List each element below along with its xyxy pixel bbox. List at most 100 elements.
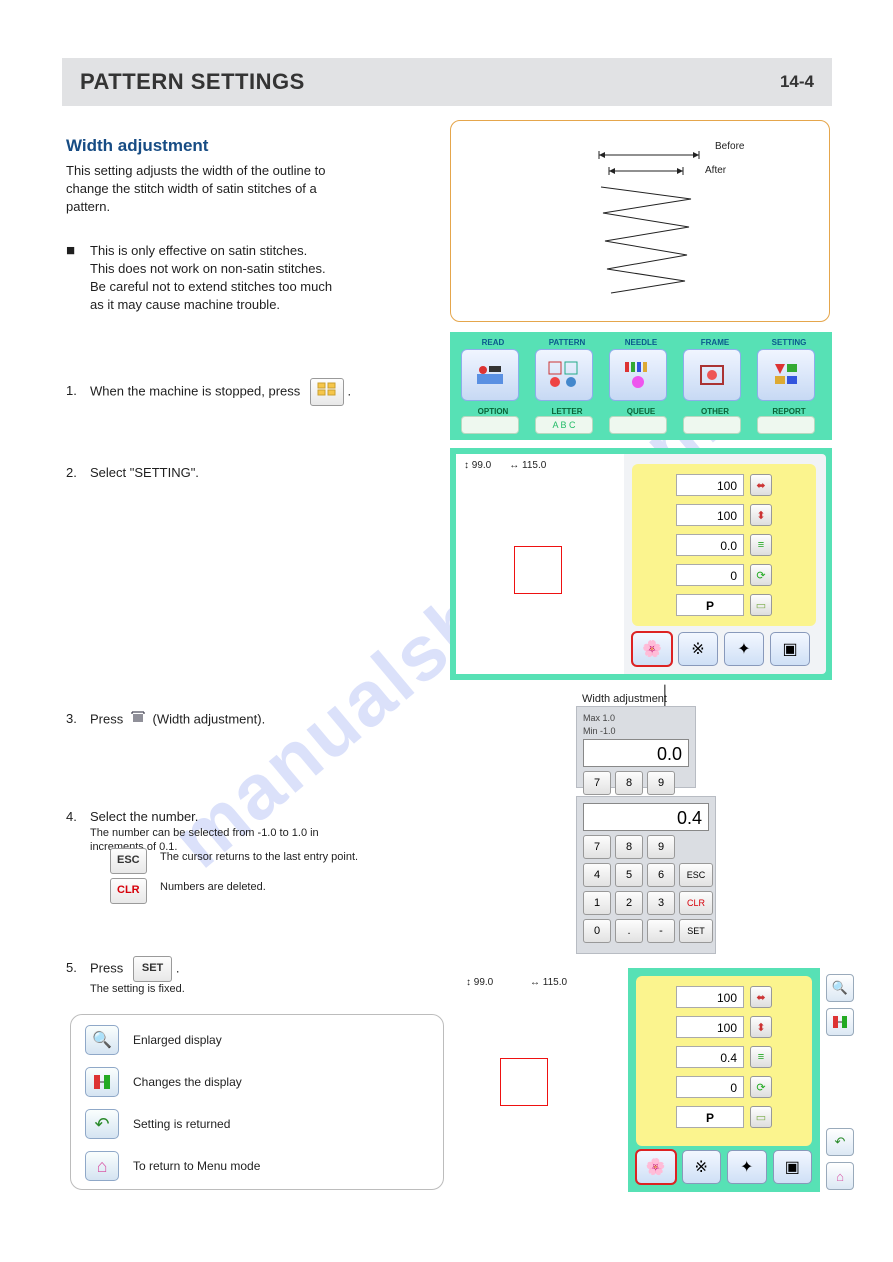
kp-key-0[interactable]: 0 <box>583 919 611 943</box>
step-text: Select "SETTING". <box>90 465 199 480</box>
menu-label: QUEUE <box>609 407 673 416</box>
settings-panel-2: 100⬌ 100⬍ 0.4≡ 0⟳ P▭ 🌸 ※ ✦ ▣ <box>628 968 820 1192</box>
tool-offset[interactable]: ✦ <box>724 632 764 666</box>
kp-key-7[interactable]: 7 <box>583 835 611 859</box>
width-field[interactable]: 0.0 <box>676 534 744 556</box>
kp-key-8[interactable]: 8 <box>615 835 643 859</box>
step-3: 3.Press (Width adjustment). <box>66 710 265 730</box>
tool-frame[interactable]: ▣ <box>773 1150 813 1184</box>
legend-text: Enlarged display <box>133 1033 222 1047</box>
tool-frame[interactable]: ▣ <box>770 632 810 666</box>
menu-label: REPORT <box>757 407 821 416</box>
display-switch-button[interactable] <box>85 1067 119 1097</box>
queue-icon[interactable] <box>609 416 667 434</box>
zoom-button[interactable]: 🔍 <box>826 974 854 1002</box>
mirror-field[interactable]: P <box>676 594 744 616</box>
diagram-label-before: Before <box>715 141 744 152</box>
kp-key-6[interactable]: 6 <box>647 863 675 887</box>
angle-field[interactable]: 0 <box>676 1076 744 1098</box>
angle-icon: ⟳ <box>750 564 772 586</box>
kp-clr[interactable]: CLR <box>679 891 713 915</box>
set-button[interactable]: SET <box>133 956 172 982</box>
zoom-button[interactable]: 🔍 <box>85 1025 119 1055</box>
note-line: This is only effective on satin stitches… <box>90 242 307 261</box>
kp-key-3[interactable]: 3 <box>647 891 675 915</box>
kp-key-5[interactable]: 5 <box>615 863 643 887</box>
intro-line: This setting adjusts the width of the ou… <box>66 162 325 181</box>
kp-key[interactable]: 9 <box>647 771 675 795</box>
mirror-field[interactable]: P <box>676 1106 744 1128</box>
menu-label: OTHER <box>683 407 747 416</box>
kp-esc[interactable]: ESC <box>679 863 713 887</box>
tool-offset[interactable]: ✦ <box>727 1150 767 1184</box>
step-5: 5.Press SET . <box>66 956 180 982</box>
needle-icon[interactable] <box>609 349 667 401</box>
mirror-icon: ▭ <box>750 1106 772 1128</box>
read-icon[interactable] <box>461 349 519 401</box>
legend-box: 🔍 Enlarged display Changes the display ↶… <box>70 1014 444 1190</box>
frame-icon[interactable] <box>683 349 741 401</box>
height-readout: ↕ 99.0 <box>466 976 493 991</box>
clr-button[interactable]: CLR <box>110 878 147 904</box>
home-button[interactable]: ⌂ <box>85 1151 119 1181</box>
scale-x-field[interactable]: 100 <box>676 474 744 496</box>
preview-area: ↕ 99.0 ↔ 115.0 <box>456 454 624 674</box>
legend-text: To return to Menu mode <box>133 1159 260 1173</box>
scale-y-icon: ⬍ <box>750 1016 772 1038</box>
step-text: Select the number. <box>90 809 198 824</box>
tool-scaling[interactable]: 🌸 <box>636 1150 676 1184</box>
width-readout: ↔ 115.0 <box>530 976 567 991</box>
home-button[interactable]: ⌂ <box>826 1162 854 1190</box>
return-button[interactable]: ↶ <box>826 1128 854 1156</box>
menu-label: LETTER <box>535 407 599 416</box>
kp-min: Min -1.0 <box>583 726 689 737</box>
esc-desc: The cursor returns to the last entry poi… <box>160 850 358 866</box>
kp-key-minus[interactable]: - <box>647 919 675 943</box>
kp-key-9[interactable]: 9 <box>647 835 675 859</box>
scale-x-icon: ⬌ <box>750 986 772 1008</box>
kp-key-4[interactable]: 4 <box>583 863 611 887</box>
kp-key-1[interactable]: 1 <box>583 891 611 915</box>
kp-key[interactable]: 8 <box>615 771 643 795</box>
esc-button[interactable]: ESC <box>110 848 147 874</box>
kp-max: Max 1.0 <box>583 713 689 724</box>
angle-field[interactable]: 0 <box>676 564 744 586</box>
option-icon[interactable] <box>461 416 519 434</box>
note-line: This does not work on non-satin stitches… <box>90 260 326 279</box>
report-icon[interactable] <box>757 416 815 434</box>
tool-repeat[interactable]: ※ <box>678 632 718 666</box>
kp-set[interactable]: SET <box>679 919 713 943</box>
mirror-icon: ▭ <box>750 594 772 616</box>
scale-y-icon: ⬍ <box>750 504 772 526</box>
other-icon[interactable] <box>683 416 741 434</box>
scale-x-icon: ⬌ <box>750 474 772 496</box>
settings-panel-1: ↕ 99.0 ↔ 115.0 100⬌ 100⬍ 0.0≡ 0⟳ P▭ 🌸 ※ … <box>450 448 832 680</box>
diagram-box: Before After <box>450 120 830 322</box>
scale-x-field[interactable]: 100 <box>676 986 744 1008</box>
kp-key-2[interactable]: 2 <box>615 891 643 915</box>
tool-repeat[interactable]: ※ <box>682 1150 722 1184</box>
kp-display: 0.0 <box>583 739 689 767</box>
setting-icon[interactable] <box>757 349 815 401</box>
menu-label: READ <box>461 338 525 347</box>
kp-key[interactable]: 7 <box>583 771 611 795</box>
diagram-label-after: After <box>705 165 726 176</box>
scale-y-field[interactable]: 100 <box>676 504 744 526</box>
tool-scaling[interactable]: 🌸 <box>632 632 672 666</box>
width-adjust-icon <box>131 710 145 724</box>
scale-y-field[interactable]: 100 <box>676 1016 744 1038</box>
keypad-full: 0.4 7 8 9 4 5 6 ESC 1 2 3 CLR 0 . - SET <box>576 796 716 954</box>
kp-key-dot[interactable]: . <box>615 919 643 943</box>
menu-label: NEEDLE <box>609 338 673 347</box>
width-readout: ↔ 115.0 <box>509 460 546 471</box>
zigzag-diagram <box>451 121 831 321</box>
display-switch-button[interactable] <box>826 1008 854 1036</box>
return-button[interactable]: ↶ <box>85 1109 119 1139</box>
menu-button[interactable] <box>310 378 344 406</box>
page-number: 14-4 <box>780 72 814 92</box>
angle-icon: ⟳ <box>750 1076 772 1098</box>
note-line: Be careful not to extend stitches too mu… <box>90 278 332 297</box>
letter-icon[interactable]: A B C <box>535 416 593 434</box>
width-field[interactable]: 0.4 <box>676 1046 744 1068</box>
pattern-icon[interactable] <box>535 349 593 401</box>
